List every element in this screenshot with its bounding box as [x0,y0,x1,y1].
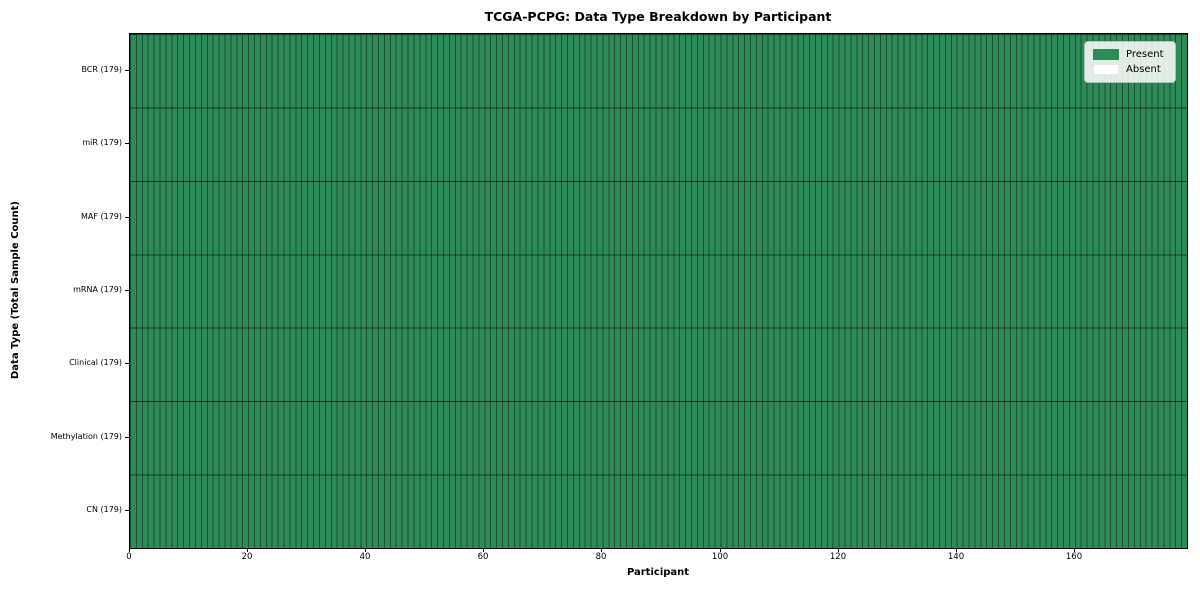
present-swatch-icon [1093,49,1119,60]
legend-box: Present Absent [1084,41,1176,83]
y-tick-mark [125,143,129,144]
x-tick-label-120: 120 [829,552,847,562]
legend-label-present: Present [1126,49,1164,60]
x-tick-mark [601,548,602,552]
x-axis-label: Participant [626,567,690,578]
legend-item-present: Present [1085,49,1175,60]
x-tick-mark [365,548,366,552]
y-tick-label-clinical: Clinical (179) [69,358,122,367]
x-tick-mark [720,548,721,552]
legend-item-absent: Absent [1085,64,1175,75]
y-axis-label: Data Type (Total Sample Count) [10,200,21,380]
x-tick-label-80: 80 [595,552,607,562]
x-tick-mark [247,548,248,552]
x-tick-mark [956,548,957,552]
y-tick-label-maf: MAF (179) [80,212,122,221]
heatmap-plot-area [129,33,1188,549]
chart-title: TCGA-PCPG: Data Type Breakdown by Partic… [484,9,832,24]
x-tick-label-60: 60 [477,552,489,562]
x-tick-mark [129,548,130,552]
y-tick-mark [125,217,129,218]
x-tick-label-20: 20 [241,552,253,562]
absent-swatch-icon [1093,64,1119,75]
x-tick-label-0: 0 [126,552,132,562]
legend-label-absent: Absent [1126,64,1161,75]
x-tick-label-160: 160 [1065,552,1083,562]
x-tick-mark [838,548,839,552]
y-tick-label-cn: CN (179) [86,505,122,514]
x-tick-mark [483,548,484,552]
x-tick-mark [1074,548,1075,552]
y-tick-mark [125,70,129,71]
y-tick-label-mir: miR (179) [82,138,122,147]
y-tick-label-bcr: BCR (179) [81,65,122,74]
y-tick-mark [125,290,129,291]
y-tick-mark [125,510,129,511]
y-tick-mark [125,363,129,364]
x-tick-label-100: 100 [711,552,729,562]
y-tick-label-methylation: Methylation (179) [50,432,122,441]
y-tick-label-mrna: mRNA (179) [73,285,122,294]
y-tick-mark [125,437,129,438]
x-tick-label-140: 140 [947,552,965,562]
x-tick-label-40: 40 [359,552,371,562]
